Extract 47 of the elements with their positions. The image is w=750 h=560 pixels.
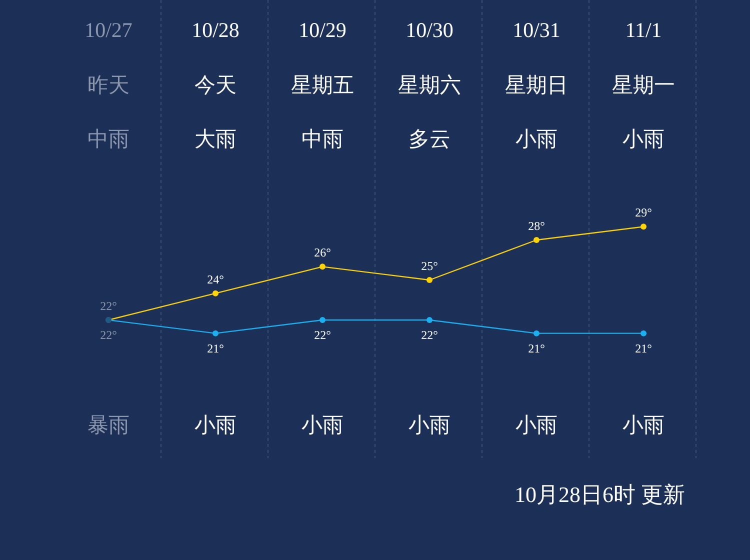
text: 今天 (194, 73, 236, 97)
text: 大雨 (194, 127, 236, 151)
x-tick-label: 10/27 (84, 18, 132, 42)
text: 小雨 (622, 127, 664, 151)
data-label: 21° (207, 341, 224, 356)
point (426, 277, 432, 283)
point (212, 330, 218, 336)
text: 星期五 (291, 73, 354, 97)
data-label: 24° (207, 272, 224, 286)
point (640, 330, 646, 336)
data-label: 29° (635, 206, 652, 220)
text: 星期六 (398, 73, 461, 97)
point (426, 317, 432, 323)
point (534, 330, 540, 336)
point (640, 224, 646, 230)
data-label: 21° (528, 341, 546, 356)
x-tick-label: 10/31 (512, 18, 560, 42)
text: 小雨 (622, 413, 664, 437)
text: 多云 (408, 127, 450, 151)
text: 昨天 (88, 73, 130, 97)
data-label: 22° (314, 328, 332, 342)
x-tick-label: 10/28 (192, 18, 240, 42)
text: 小雨 (516, 127, 558, 151)
data-label: 22° (421, 328, 438, 342)
point (320, 317, 326, 323)
text: 小雨 (194, 413, 236, 437)
x-tick-label: 11/1 (625, 18, 662, 42)
text: 星期一 (612, 73, 675, 97)
text: 10月28日6时 更新 (514, 482, 685, 507)
data-label: 22° (100, 328, 118, 342)
text: 中雨 (88, 127, 130, 151)
text: 小雨 (516, 413, 558, 437)
text: 小雨 (302, 413, 344, 437)
point (534, 237, 540, 243)
text: 暴雨 (88, 413, 130, 437)
data-label: 28° (528, 219, 546, 233)
x-tick-label: 10/29 (298, 18, 346, 42)
text: 星期日 (505, 73, 568, 97)
text: 小雨 (408, 413, 450, 437)
data-label: 25° (421, 259, 438, 273)
point (212, 290, 218, 296)
data-label: 26° (314, 246, 332, 260)
data-label: 22° (100, 299, 118, 313)
text: 中雨 (302, 127, 344, 151)
x-tick-label: 10/30 (406, 18, 454, 42)
point (320, 264, 326, 270)
data-label: 21° (635, 341, 652, 356)
